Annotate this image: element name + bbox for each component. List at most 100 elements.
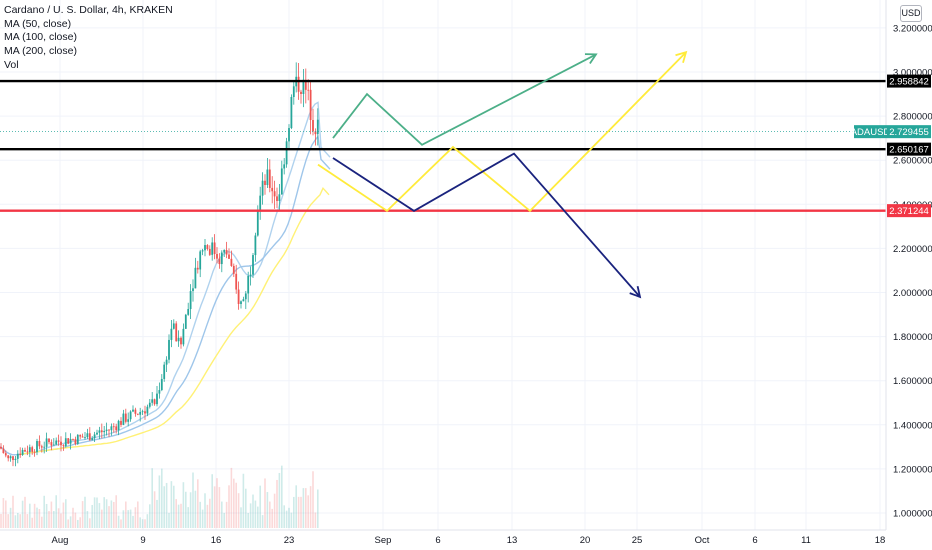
volume-bar [173, 485, 175, 528]
candle-body [160, 378, 163, 391]
time-tick-label: 23 [284, 535, 295, 546]
volume-bar [312, 471, 314, 528]
candle-body [247, 275, 250, 294]
chart-legend: Cardano / U. S. Dollar, 4h, KRAKEN MA (5… [4, 4, 173, 73]
moving-averages [0, 101, 331, 456]
candle-body [57, 440, 60, 442]
volume-bar [26, 514, 29, 528]
candle-body [216, 254, 218, 259]
candle-body [309, 89, 312, 121]
volume-bar [177, 504, 180, 528]
level-tag [887, 74, 931, 88]
volume-bar [189, 492, 192, 528]
volume-bar [108, 506, 110, 528]
volume-bar [192, 472, 194, 528]
time-tick-label: 9 [140, 535, 145, 546]
candle-body [40, 446, 43, 448]
time-tick-label: 20 [580, 535, 591, 546]
candle-body [115, 426, 118, 431]
price-tick-label: 2.600000 [893, 156, 932, 167]
indicator-ma100[interactable]: MA (100, close) [4, 31, 77, 44]
price-tick-label: 2.200000 [893, 244, 932, 255]
volume-bar [120, 519, 122, 528]
ma-100-line [0, 134, 331, 456]
volume-bar [233, 478, 235, 528]
volume-bar [300, 496, 302, 528]
candle-body [204, 245, 206, 251]
candle-body [194, 267, 197, 289]
volume-bar [302, 488, 305, 528]
volume-bar [182, 482, 185, 528]
current-price-label: 2.729455 [889, 127, 929, 138]
level-tag [887, 204, 931, 218]
volume-bar [201, 509, 204, 528]
volume-bar [283, 505, 285, 528]
candle-body [19, 453, 22, 455]
candle-body [148, 402, 151, 407]
indicator-volume[interactable]: Vol [4, 58, 19, 71]
volume-bar [141, 519, 144, 528]
volume-bar [113, 501, 115, 528]
candle-body [105, 429, 108, 431]
volume-bar [269, 501, 271, 528]
volume-bar [84, 496, 86, 528]
candle-body [276, 196, 278, 202]
candle-body [153, 399, 156, 405]
candle-body [91, 438, 94, 441]
price-tick-label: 1.400000 [893, 420, 932, 431]
time-tick-label: 6 [752, 535, 757, 546]
volume-bar [281, 465, 283, 528]
volume-bar [122, 510, 125, 528]
scenario-arrows [317, 50, 688, 299]
symbol-tag [854, 125, 887, 139]
candle-body [45, 438, 48, 447]
candle-body [261, 180, 264, 196]
candle-body [108, 429, 110, 431]
volume-bar [69, 516, 72, 528]
volume-bar [305, 488, 307, 528]
candle-body [86, 433, 89, 438]
level-tag-label: 2.371244 [889, 206, 929, 217]
candle-body [156, 393, 158, 405]
volume-bar [216, 478, 218, 528]
ma-50-line [0, 101, 331, 456]
indicator-ma200[interactable]: MA (200, close) [4, 45, 77, 58]
volume-bar [110, 500, 113, 528]
candle-body [122, 413, 125, 425]
volume-bar [5, 500, 7, 528]
volume-bar [317, 489, 319, 528]
volume-bar [297, 496, 300, 528]
candle-body [206, 245, 209, 250]
volume-bar [242, 473, 245, 528]
candle-body [33, 451, 36, 453]
volume-bar [156, 499, 158, 528]
volume-bar [264, 478, 266, 528]
volume-bar [67, 519, 69, 528]
volume-bar [293, 496, 295, 528]
volume-bar [228, 485, 230, 528]
time-tick-label: Oct [695, 535, 710, 546]
volume-bar [235, 482, 237, 528]
candle-body [242, 299, 245, 302]
candle-body [235, 273, 238, 290]
candle-body [175, 323, 178, 342]
candle-body [220, 252, 223, 265]
symbol-title[interactable]: Cardano / U. S. Dollar, 4h, KRAKEN [4, 4, 173, 16]
candle-body [208, 249, 211, 255]
candle-body [211, 242, 214, 255]
scenario-navy-arrowhead [629, 286, 642, 299]
candle-body [96, 432, 98, 435]
candle-body [187, 309, 190, 315]
indicator-ma50[interactable]: MA (50, close) [4, 17, 72, 30]
time-tick-label: Aug [52, 535, 69, 546]
volume-bar [273, 493, 276, 528]
volume-bar [86, 511, 89, 528]
currency-button[interactable]: USD [900, 5, 922, 22]
volume-bar [206, 504, 209, 528]
volume-bar [79, 517, 81, 528]
volume-bar [290, 512, 293, 528]
scenario-green-path [332, 53, 597, 146]
volume-bar [314, 512, 317, 528]
volume-bar [77, 519, 79, 528]
